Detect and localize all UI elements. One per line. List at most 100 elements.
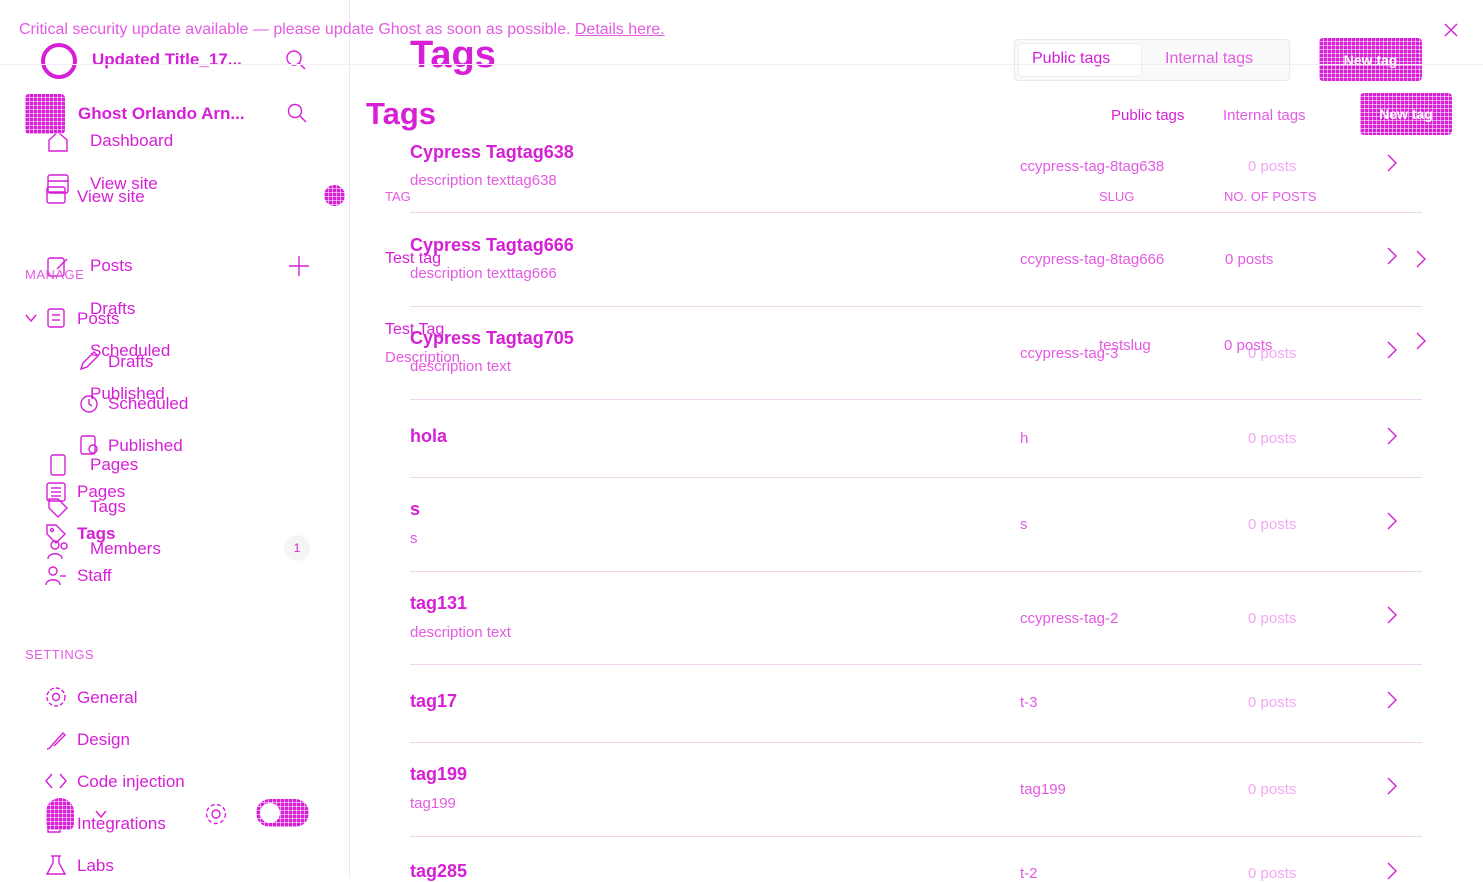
ghost-nav-drafts[interactable]: Drafts	[90, 299, 136, 318]
globe-icon[interactable]	[324, 185, 345, 206]
nav-drafts[interactable]: Drafts	[108, 352, 154, 371]
ghost-nav-posts[interactable]: Posts	[90, 256, 133, 275]
ghost-tag-slug: ccypress-tag-2	[1020, 610, 1119, 627]
posts-icon	[44, 306, 68, 330]
sidebar-divider	[349, 0, 350, 878]
ghost-nav-published[interactable]: Published	[90, 384, 165, 403]
ghost-chevron-right-icon	[1384, 604, 1400, 626]
ghost-tag-name: Cypress Tagtag666	[410, 235, 574, 255]
view-site-icon	[44, 184, 68, 206]
ghost-tag-desc: tag199	[410, 795, 456, 812]
ghost-tag-slug: tag199	[1020, 781, 1066, 798]
nav-scheduled[interactable]: Scheduled	[108, 394, 189, 413]
user-avatar-icon[interactable]	[46, 798, 74, 830]
new-tag-button[interactable]: New tag	[1360, 93, 1452, 135]
ghost-members-icon	[45, 537, 71, 563]
ghost-tag-posts: 0 posts	[1248, 158, 1297, 175]
ghost-chevron-right-icon	[1384, 245, 1400, 267]
chevron-right-icon	[1413, 248, 1429, 270]
ghost-nav-members[interactable]: Members	[90, 539, 161, 558]
labs-icon	[44, 853, 68, 877]
design-icon	[44, 728, 68, 752]
ghost-row-divider	[410, 836, 1422, 837]
ghost-chevron-right-icon	[1384, 510, 1400, 532]
ghost-row-divider	[410, 306, 1422, 307]
settings-heading: SETTINGS	[25, 647, 95, 662]
code-injection-icon	[44, 770, 68, 792]
theme-toggle[interactable]	[256, 799, 309, 827]
ghost-add-post-icon[interactable]	[287, 254, 311, 278]
page-title: Tags	[366, 96, 437, 131]
ghost-tag-posts: 0 posts	[1225, 251, 1274, 268]
ghost-tag-slug: ccypress-tag-8tag666	[1020, 251, 1165, 268]
search-icon[interactable]	[286, 102, 308, 124]
ghost-tag-slug: ccypress-tag-8tag638	[1020, 158, 1165, 175]
ghost-chevron-right-icon	[1384, 775, 1400, 797]
ghost-tag-name: tag17	[410, 691, 458, 711]
tab-internal-tags[interactable]: Internal tags	[1223, 107, 1306, 124]
nav-staff[interactable]: Staff	[77, 566, 112, 585]
ghost-logo-icon	[40, 42, 78, 80]
banner-divider	[0, 64, 1483, 65]
nav-design[interactable]: Design	[77, 730, 130, 749]
ghost-tab-internal[interactable]: Internal tags	[1165, 50, 1254, 67]
user-chevron-down-icon[interactable]	[94, 808, 108, 820]
ghost-tag-slug: t-3	[1020, 694, 1038, 711]
ghost-chevron-right-icon	[1384, 860, 1400, 882]
tag-slug: testslug	[1099, 337, 1151, 354]
ghost-tag-name: Cypress Tagtag705	[410, 328, 574, 348]
ghost-posts-icon	[45, 255, 71, 279]
ghost-tag-desc: description text	[410, 358, 511, 375]
ghost-tag-posts: 0 posts	[1248, 694, 1297, 711]
manage-heading: MANAGE	[25, 267, 85, 282]
column-tag: TAG	[385, 189, 411, 204]
ghost-nav-tags[interactable]: Tags	[90, 497, 126, 516]
ghost-view-site-icon	[45, 172, 71, 196]
ghost-chevron-right-icon	[1384, 689, 1400, 711]
posts-chevron-down-icon[interactable]	[23, 310, 39, 326]
column-slug: SLUG	[1099, 189, 1135, 204]
ghost-tag-tabs	[1014, 39, 1290, 81]
ghost-chevron-right-icon	[1384, 339, 1400, 361]
nav-labs[interactable]: Labs	[77, 856, 114, 875]
ghost-row-divider	[410, 399, 1422, 400]
tag-name: Test Tag	[385, 321, 445, 338]
ghost-tag-name: hola	[410, 426, 448, 446]
site-logo-icon[interactable]	[25, 94, 65, 134]
ghost-tag-posts: 0 posts	[1248, 430, 1297, 447]
theme-toggle-knob	[260, 803, 280, 823]
nav-published[interactable]: Published	[108, 436, 183, 455]
nav-general[interactable]: General	[77, 688, 138, 707]
settings-gear-icon[interactable]	[203, 801, 229, 827]
nav-view-site[interactable]: View site	[77, 187, 145, 206]
pages-icon	[44, 480, 68, 504]
tag-name: Test tag	[385, 250, 442, 267]
column-no-of-posts: NO. OF POSTS	[1224, 189, 1317, 204]
banner-message: Critical security update available — ple…	[19, 21, 571, 38]
ghost-tag-posts: 0 posts	[1248, 516, 1297, 533]
nav-integrations[interactable]: Integrations	[77, 814, 166, 833]
ghost-nav-dashboard[interactable]: Dashboard	[90, 131, 174, 150]
ghost-nav-scheduled[interactable]: Scheduled	[90, 341, 171, 360]
ghost-nav-pages[interactable]: Pages	[90, 455, 139, 474]
site-title[interactable]: Ghost Orlando Arn...	[78, 104, 245, 123]
tab-public-tags[interactable]: Public tags	[1111, 107, 1185, 124]
nav-code-injection[interactable]: Code injection	[77, 772, 185, 791]
nav-tags[interactable]: Tags	[77, 524, 116, 543]
close-banner-icon[interactable]	[1442, 21, 1460, 39]
nav-posts[interactable]: Posts	[77, 309, 120, 328]
ghost-tag-desc: s	[410, 530, 418, 547]
ghost-tab-public[interactable]: Public tags	[1032, 50, 1111, 67]
staff-icon	[44, 564, 68, 588]
ghost-tag-desc: description texttag666	[410, 265, 557, 282]
ghost-row-divider	[410, 477, 1422, 478]
general-settings-icon	[44, 685, 68, 709]
ghost-tag-name: tag199	[410, 764, 468, 784]
ghost-nav-view-site[interactable]: View site	[90, 174, 158, 193]
nav-pages[interactable]: Pages	[77, 482, 126, 501]
ghost-tag-desc: description text	[410, 624, 511, 641]
banner-details-link[interactable]: Details here.	[574, 21, 665, 38]
ghost-tag-slug: ccypress-tag-3	[1020, 345, 1119, 362]
ghost-new-tag-button[interactable]: New tag	[1319, 38, 1422, 81]
ghost-pages-icon	[45, 452, 71, 478]
